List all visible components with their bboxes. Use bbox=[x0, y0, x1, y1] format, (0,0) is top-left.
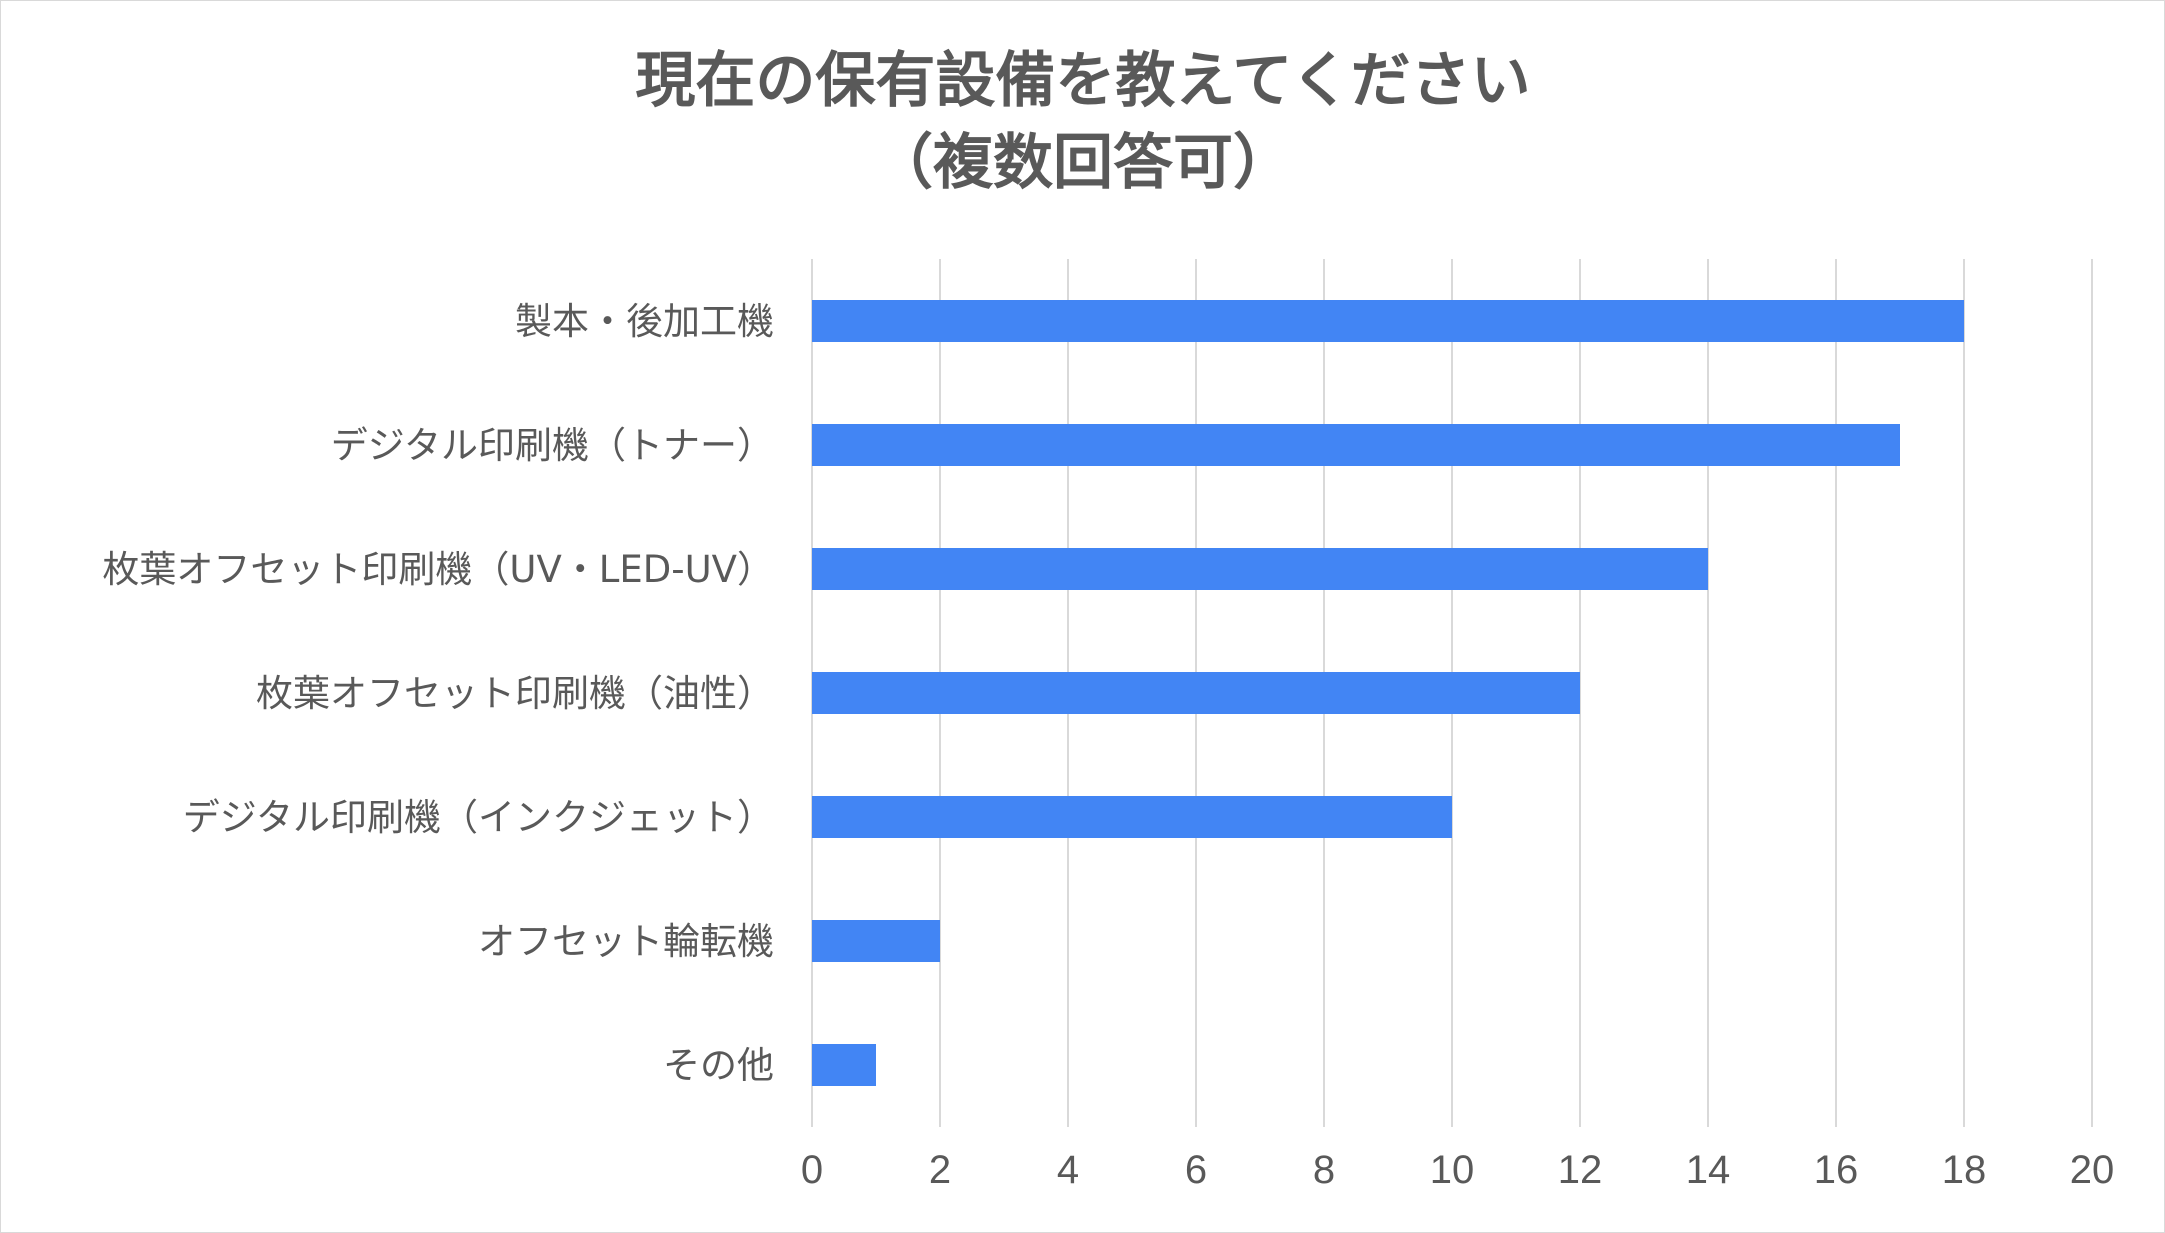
x-tick-label-2: 4 bbox=[1057, 1148, 1079, 1192]
x-tick-label-7: 14 bbox=[1686, 1148, 1731, 1192]
bar-0 bbox=[812, 300, 1964, 342]
category-label-0: 製本・後加工機 bbox=[515, 300, 774, 343]
bar-3 bbox=[812, 672, 1580, 714]
x-tick-label-10: 20 bbox=[2070, 1148, 2115, 1192]
category-label-5: オフセット輪転機 bbox=[478, 920, 774, 963]
chart-title: 現在の保有設備を教えてください （複数回答可） bbox=[635, 46, 1530, 198]
x-tick-label-3: 6 bbox=[1185, 1148, 1207, 1192]
category-label-1: デジタル印刷機（トナー） bbox=[331, 424, 774, 467]
bar-2 bbox=[812, 548, 1708, 590]
x-tick-label-9: 18 bbox=[1942, 1148, 1987, 1192]
category-label-2: 枚葉オフセット印刷機（UV・LED-UV） bbox=[102, 548, 774, 591]
chart-title-line-1: 現在の保有設備を教えてください bbox=[635, 46, 1530, 116]
bars bbox=[812, 300, 1964, 1086]
bar-6 bbox=[812, 1044, 876, 1086]
x-tick-label-5: 10 bbox=[1430, 1148, 1475, 1192]
category-label-3: 枚葉オフセット印刷機（油性） bbox=[256, 672, 774, 715]
x-tick-label-0: 0 bbox=[801, 1148, 823, 1192]
bar-4 bbox=[812, 796, 1452, 838]
chart-title-line-2: （複数回答可） bbox=[873, 128, 1293, 198]
x-tick-label-4: 8 bbox=[1313, 1148, 1335, 1192]
category-label-6: その他 bbox=[663, 1044, 774, 1087]
x-tick-label-1: 2 bbox=[929, 1148, 951, 1192]
category-label-4: デジタル印刷機（インクジェット） bbox=[183, 796, 774, 839]
x-tick-label-8: 16 bbox=[1814, 1148, 1859, 1192]
x-axis-tick-labels: 0 2 4 6 8 10 12 14 16 18 20 bbox=[801, 1148, 2114, 1192]
bar-5 bbox=[812, 920, 940, 962]
x-tick-label-6: 12 bbox=[1558, 1148, 1603, 1192]
bar-1 bbox=[812, 424, 1900, 466]
